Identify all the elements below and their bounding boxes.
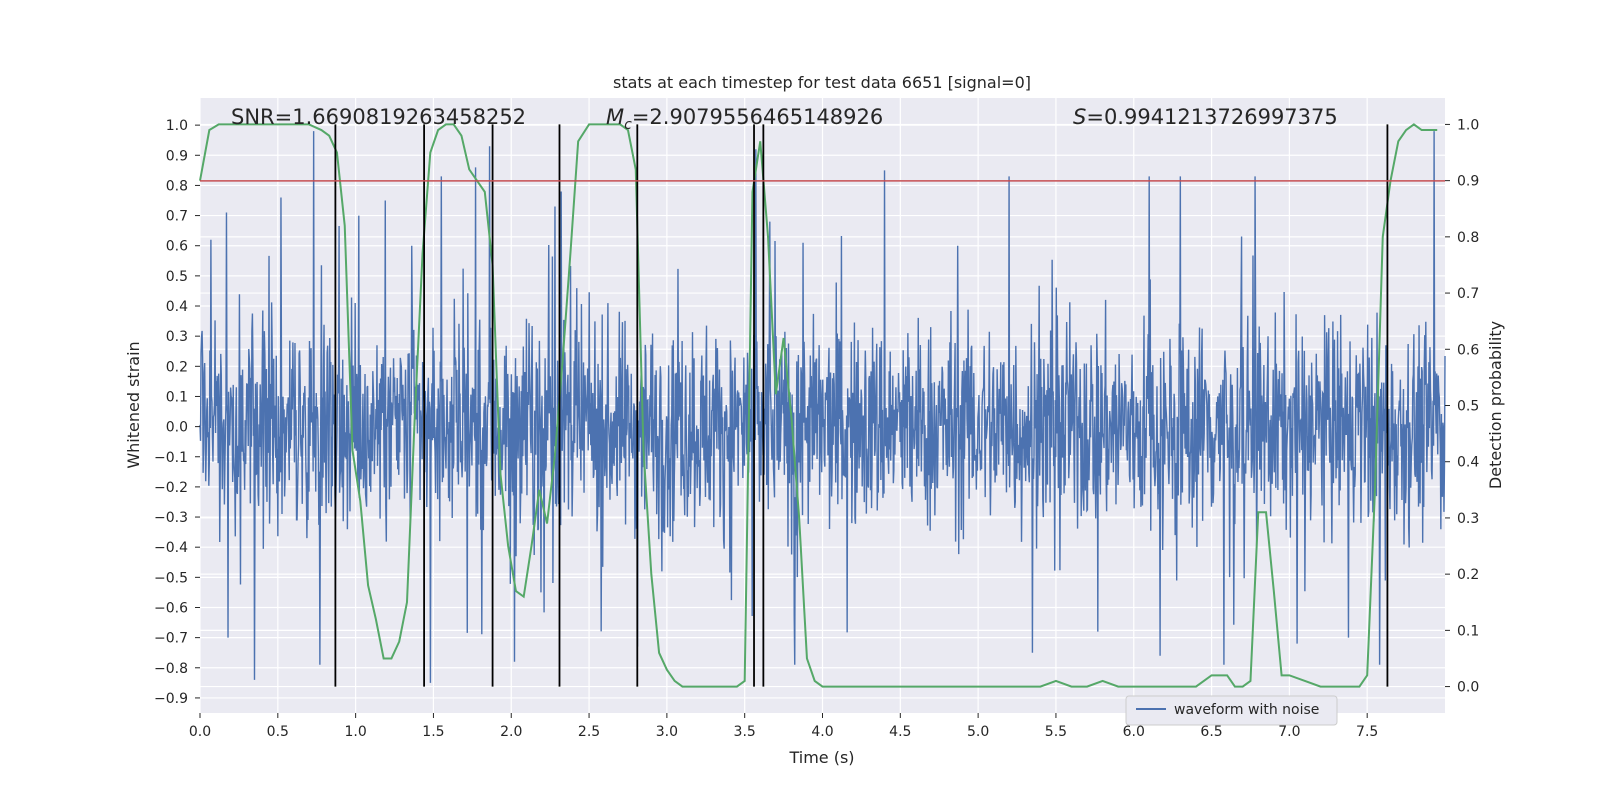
y2-tick-label: 0.4	[1457, 455, 1479, 471]
x-tick-label: 4.0	[811, 724, 833, 740]
x-tick-label: 5.5	[1045, 724, 1067, 740]
legend: waveform with noise	[1125, 695, 1338, 726]
y2-tick-label: 0.3	[1457, 511, 1479, 527]
x-tick-label: 4.5	[889, 724, 911, 740]
y-tick-label: −0.9	[154, 691, 188, 707]
y2-axis-ticks: 1.0 0.9 0.8 0.7 0.6 0.5 0.4 0.3 0.2 0.1 0.0	[1445, 117, 1479, 696]
y-tick-label: 1.0	[166, 118, 188, 134]
y-tick-label: −0.4	[154, 540, 188, 556]
y-tick-label: −0.6	[154, 600, 188, 616]
waveform-with-noise-line	[199, 131, 1446, 683]
chart-title: stats at each timestep for test data 665…	[613, 73, 1031, 92]
x-tick-label: 0.5	[267, 724, 289, 740]
y2-tick-label: 0.2	[1457, 567, 1479, 583]
x-tick-label: 0.0	[189, 724, 211, 740]
y2-tick-label: 1.0	[1457, 117, 1479, 133]
legend-box	[1125, 695, 1338, 726]
x-tick-label: 5.0	[967, 724, 989, 740]
y-axis-ticks: 1.0 0.9 0.8 0.7 0.6 0.5 0.4 0.3 0.2 0.1 0.0 −0.1 −0.…	[154, 118, 200, 707]
y-tick-label: −0.8	[154, 661, 188, 677]
y2-tick-label: 0.5	[1457, 399, 1479, 415]
x-axis-label: Time (s)	[788, 748, 854, 767]
x-tick-label: 3.0	[656, 724, 678, 740]
y2-tick-label: 0.9	[1457, 174, 1479, 190]
x-tick-label: 6.0	[1123, 724, 1145, 740]
y2-tick-label: 0.7	[1457, 286, 1479, 302]
y-tick-label: 0.5	[166, 269, 188, 285]
y-tick-label: 0.0	[166, 420, 188, 436]
detection-probability-series	[199, 123, 1438, 688]
x-tick-label: 1.0	[344, 724, 366, 740]
chirp-mass-symbol: M	[606, 105, 624, 129]
y-tick-label: 0.1	[166, 389, 188, 405]
x-tick-label: 1.5	[422, 724, 444, 740]
chirp-mass-annotation: Mc=2.9079556465148926	[606, 105, 883, 133]
chirp-mass-subscript: c	[624, 117, 632, 133]
y2-tick-label: 0.6	[1457, 342, 1479, 358]
x-axis-ticks: 0.0 0.5 1.0 1.5 2.0 2.5 3.0 3.5 4.0 4.5 5.0 5.5 6.0 6…	[189, 713, 1378, 740]
y-tick-label: 0.6	[166, 239, 188, 255]
y-tick-label: −0.3	[154, 510, 188, 526]
s-value: =0.9941213726997375	[1086, 105, 1337, 129]
x-tick-label: 2.0	[500, 724, 522, 740]
y-tick-label: 0.7	[166, 209, 188, 225]
y-tick-label: −0.1	[154, 450, 188, 466]
y-tick-label: 0.9	[166, 148, 188, 164]
snr-annotation: SNR=1.6690819263458252	[231, 105, 526, 129]
s-annotation: S=0.9941213726997375	[1073, 105, 1338, 129]
y-tick-label: 0.3	[166, 329, 188, 345]
y-tick-label: 0.2	[166, 359, 188, 375]
x-tick-label: 7.5	[1356, 724, 1378, 740]
x-tick-label: 7.0	[1278, 724, 1300, 740]
y-axis-label: Whitened strain	[124, 341, 143, 468]
x-tick-label: 6.5	[1200, 724, 1222, 740]
legend-entry: waveform with noise	[1174, 702, 1319, 718]
y2-tick-label: 0.0	[1457, 680, 1479, 696]
y-tick-label: 0.4	[166, 299, 188, 315]
waveform-with-noise-series	[199, 131, 1446, 683]
chirp-mass-value: =2.9079556465148926	[632, 105, 883, 129]
vertical-markers	[334, 124, 1389, 687]
y2-tick-label: 0.1	[1457, 623, 1479, 639]
x-tick-label: 2.5	[578, 724, 600, 740]
s-symbol: S	[1073, 105, 1086, 129]
y-tick-label: −0.2	[154, 480, 188, 496]
y2-axis-label: Detection probability	[1486, 321, 1505, 489]
y-tick-label: 0.8	[166, 178, 188, 194]
x-tick-label: 3.5	[734, 724, 756, 740]
detection-probability-line	[199, 123, 1438, 688]
y-tick-label: −0.5	[154, 570, 188, 586]
y2-tick-label: 0.8	[1457, 230, 1479, 246]
y-tick-label: −0.7	[154, 631, 188, 647]
